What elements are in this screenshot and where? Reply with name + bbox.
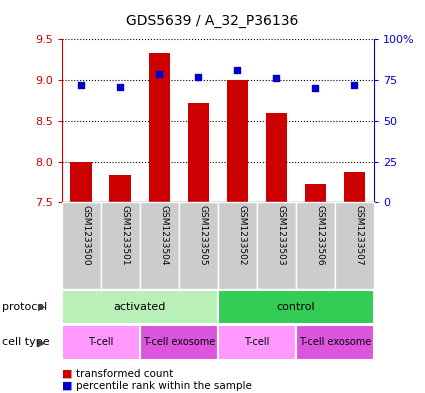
Text: GSM1233502: GSM1233502 — [237, 205, 246, 266]
Text: percentile rank within the sample: percentile rank within the sample — [76, 381, 252, 391]
Bar — [140, 325, 218, 360]
Text: ▶: ▶ — [38, 337, 45, 347]
Text: T-cell: T-cell — [244, 337, 269, 347]
Text: GSM1233505: GSM1233505 — [198, 205, 207, 266]
Bar — [305, 184, 326, 202]
Text: GSM1233500: GSM1233500 — [81, 205, 90, 266]
Bar — [71, 162, 92, 202]
Text: GSM1233506: GSM1233506 — [315, 205, 324, 266]
Bar — [140, 202, 179, 289]
Bar — [296, 325, 374, 360]
Bar — [218, 325, 296, 360]
Bar — [187, 103, 209, 202]
Point — [234, 67, 241, 73]
Text: GSM1233501: GSM1233501 — [120, 205, 129, 266]
Bar — [344, 172, 365, 202]
Bar — [227, 80, 248, 202]
Point — [195, 73, 202, 80]
Text: transformed count: transformed count — [76, 369, 174, 379]
Text: cell type: cell type — [2, 337, 50, 347]
Text: GSM1233503: GSM1233503 — [276, 205, 285, 266]
Text: protocol: protocol — [2, 302, 47, 312]
Text: T-cell exosome: T-cell exosome — [299, 337, 371, 347]
Bar — [218, 202, 257, 289]
Point — [351, 82, 358, 88]
Point — [156, 70, 163, 77]
Bar — [257, 202, 296, 289]
Bar — [62, 325, 140, 360]
Bar — [296, 202, 335, 289]
Bar — [335, 202, 374, 289]
Bar — [62, 290, 218, 324]
Bar — [148, 53, 170, 202]
Bar — [266, 113, 287, 202]
Bar — [218, 290, 374, 324]
Bar — [110, 176, 131, 202]
Text: control: control — [277, 302, 315, 312]
Text: GSM1233507: GSM1233507 — [354, 205, 363, 266]
Text: T-cell exosome: T-cell exosome — [143, 337, 215, 347]
Point — [117, 83, 124, 90]
Point — [273, 75, 280, 82]
Text: GDS5639 / A_32_P36136: GDS5639 / A_32_P36136 — [126, 14, 299, 28]
Text: ■: ■ — [62, 381, 72, 391]
Point — [312, 85, 319, 92]
Bar — [62, 202, 101, 289]
Text: T-cell: T-cell — [88, 337, 113, 347]
Point — [78, 82, 85, 88]
Text: ▶: ▶ — [38, 302, 45, 312]
Text: ■: ■ — [62, 369, 72, 379]
Bar — [179, 202, 218, 289]
Text: activated: activated — [113, 302, 166, 312]
Text: GSM1233504: GSM1233504 — [159, 205, 168, 266]
Bar — [101, 202, 140, 289]
